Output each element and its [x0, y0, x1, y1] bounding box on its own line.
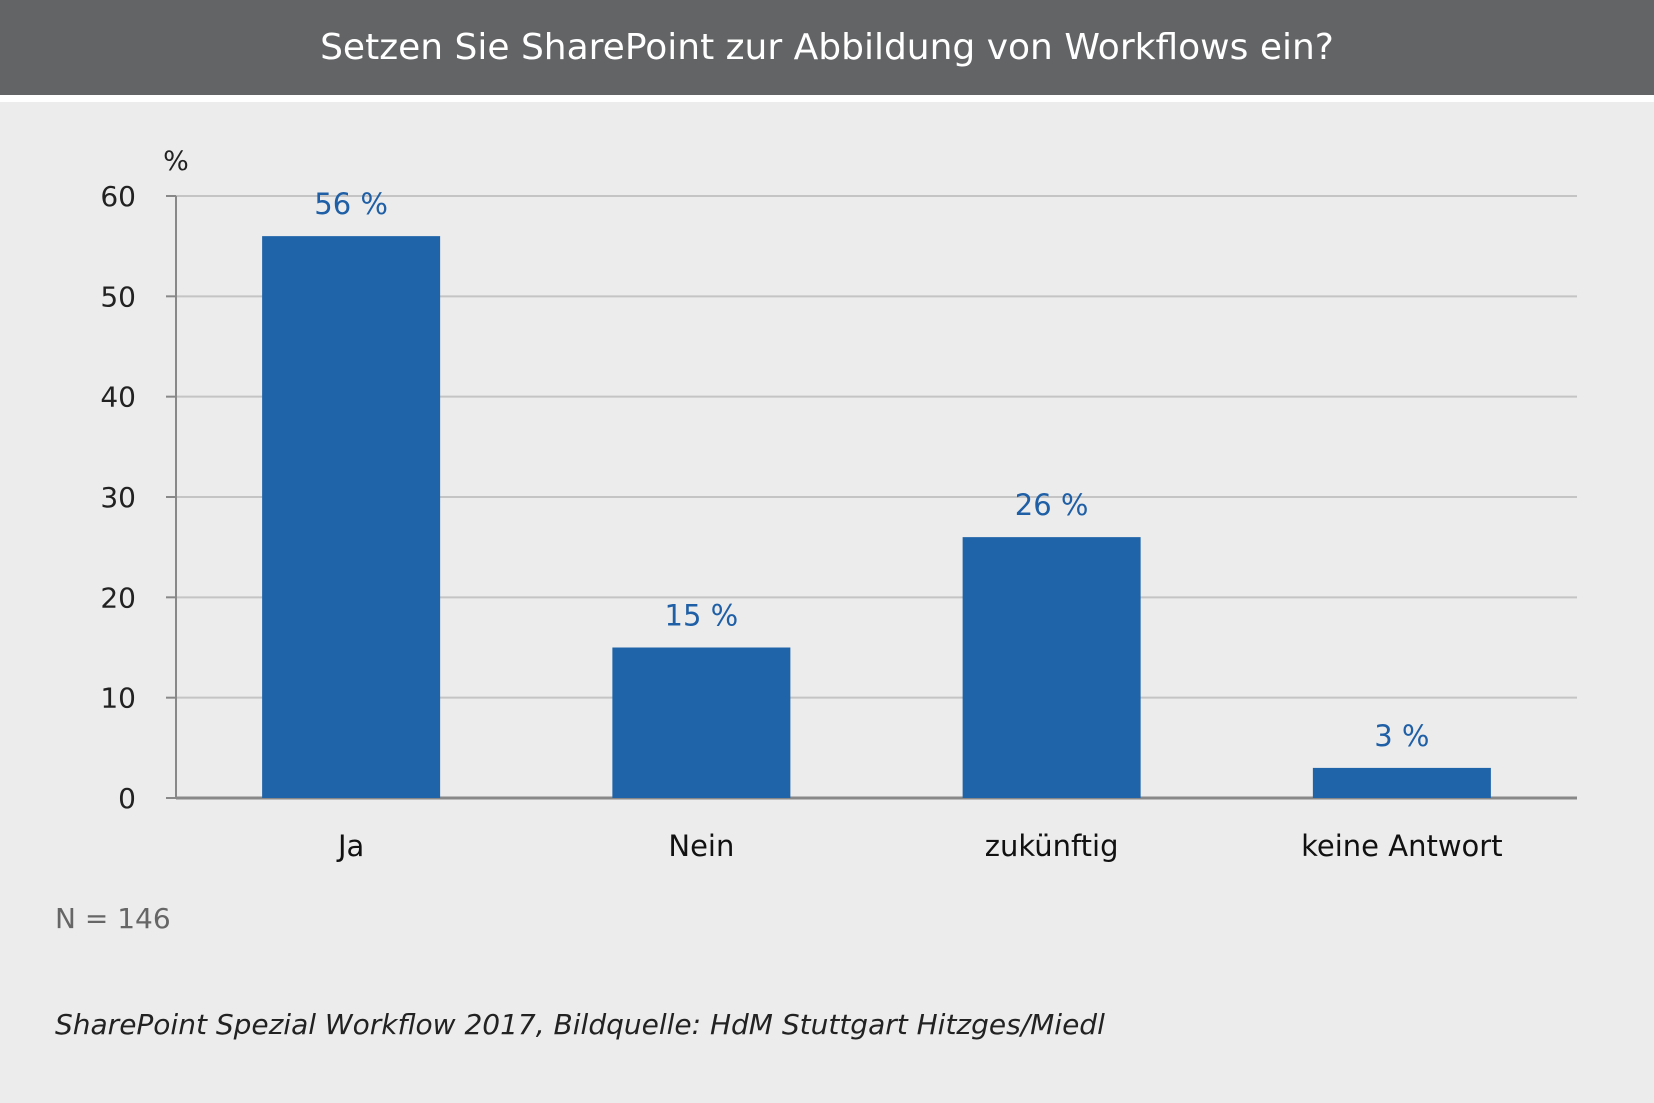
y-tick-label: 50 [100, 280, 136, 313]
title-bar: Setzen Sie SharePoint zur Abbildung von … [0, 0, 1654, 95]
source-note: SharePoint Spezial Workflow 2017, Bildqu… [55, 1008, 1105, 1041]
y-tick-label: 60 [100, 180, 136, 213]
data-label: 15 % [665, 599, 739, 633]
chart-title: Setzen Sie SharePoint zur Abbildung von … [320, 27, 1334, 68]
y-tick-label: 40 [100, 381, 136, 414]
y-tick-label: 0 [118, 782, 136, 815]
data-label: 56 % [314, 187, 388, 221]
y-tick-label: 30 [100, 481, 136, 514]
bar [1312, 767, 1491, 798]
x-tick-label: Ja [336, 829, 364, 863]
bar [262, 236, 441, 799]
y-tick-label: 10 [100, 682, 136, 715]
title-divider [0, 95, 1654, 102]
sample-size-note: N = 146 [55, 902, 171, 935]
bar [612, 647, 791, 798]
bar [962, 537, 1141, 798]
data-label: 26 % [1015, 488, 1089, 522]
x-tick-label: zukünftig [985, 829, 1119, 863]
y-tick-label: 20 [100, 581, 136, 614]
x-tick-label: Nein [668, 829, 734, 863]
bars [262, 236, 1491, 799]
x-tick-label: keine Antwort [1301, 829, 1502, 863]
y-axis-unit-label: % [163, 146, 189, 177]
data-label: 3 % [1374, 719, 1429, 753]
labels: 0 10 20 30 40 50 60% 56 % Ja 15 % Nein 26 % zukünfti… [100, 146, 1502, 863]
